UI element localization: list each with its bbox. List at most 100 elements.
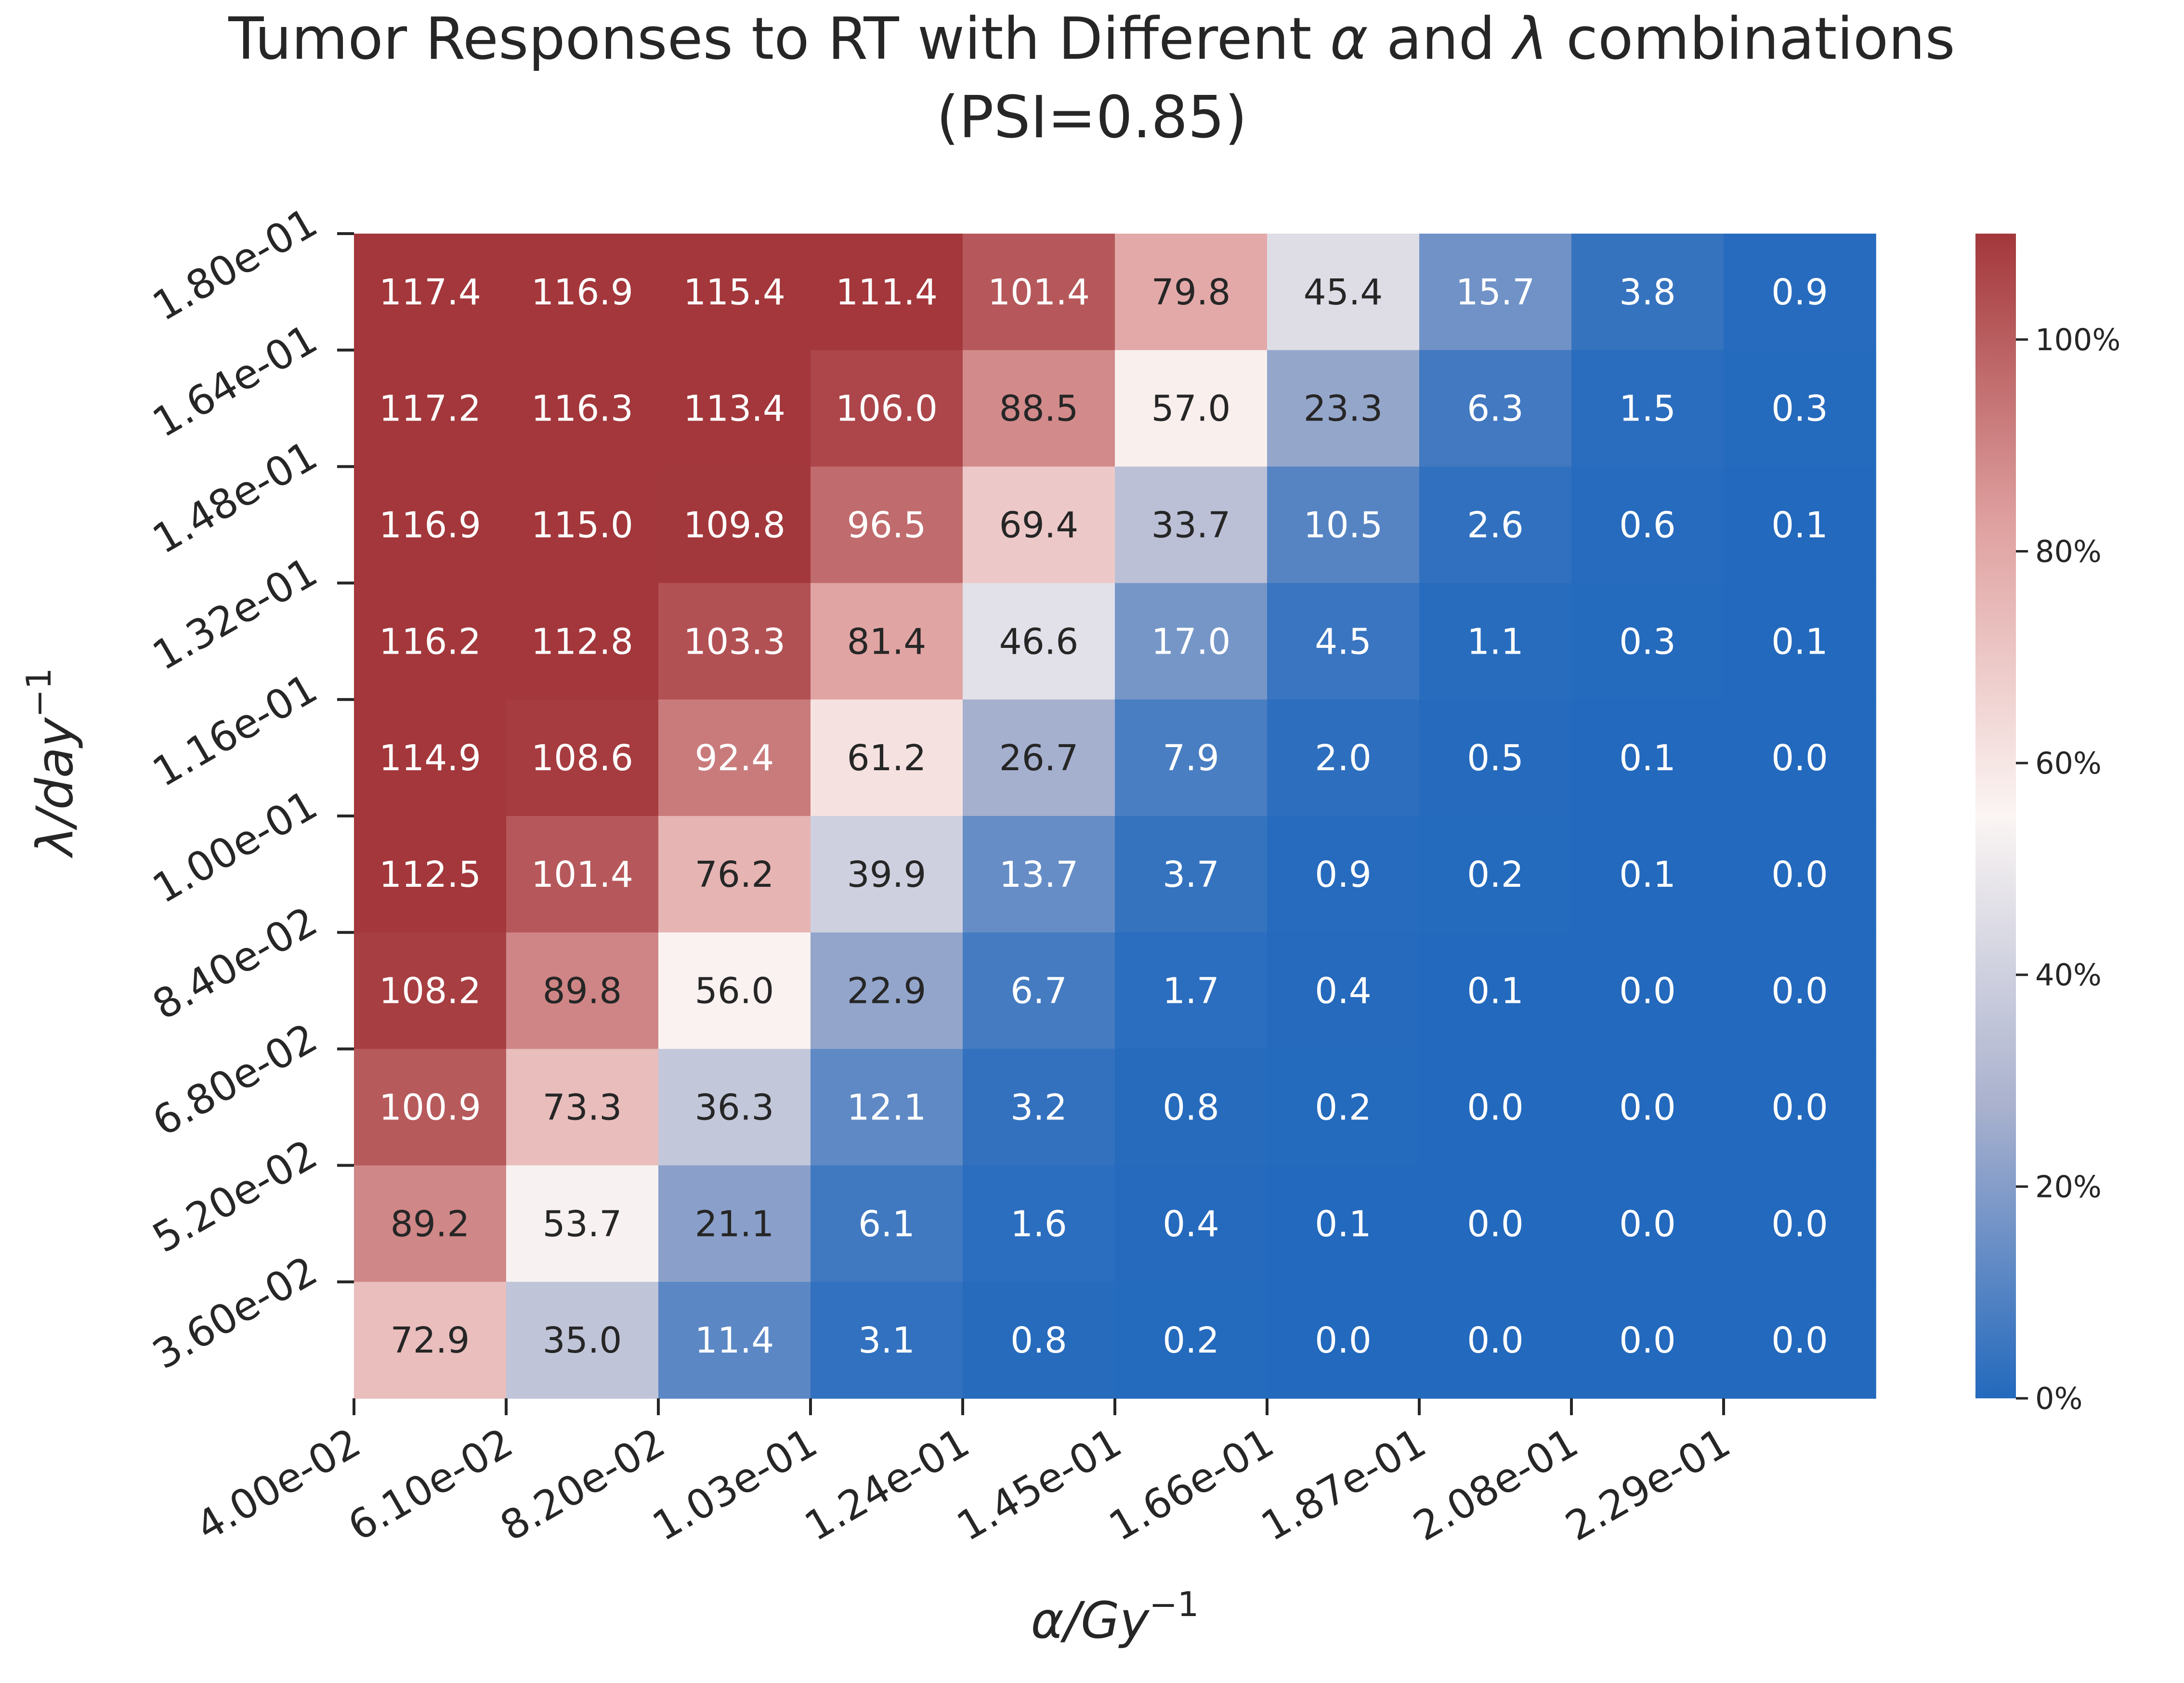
cell-value-label: 0.1 xyxy=(1771,621,1828,662)
heatmap-cell xyxy=(1724,932,1876,1050)
cell-value-label: 81.4 xyxy=(847,621,927,662)
heatmap-cell xyxy=(658,932,811,1050)
cell-value-label: 0.0 xyxy=(1467,1087,1524,1129)
heatmap-cell xyxy=(658,816,811,933)
heatmap-cell xyxy=(1267,932,1420,1050)
cell-value-label: 0.1 xyxy=(1467,971,1524,1012)
cell-value-label: 72.9 xyxy=(391,1320,470,1361)
heatmap-cell xyxy=(506,1282,659,1399)
heatmap-cell xyxy=(658,699,811,816)
heatmap-cell xyxy=(658,1165,811,1282)
cell-value-label: 103.3 xyxy=(683,621,785,662)
cell-value-label: 0.2 xyxy=(1163,1320,1219,1361)
cell-value-label: 6.1 xyxy=(858,1203,915,1245)
cell-value-label: 4.5 xyxy=(1315,621,1372,662)
heatmap-cell xyxy=(1724,1165,1876,1282)
heatmap-cell xyxy=(1267,1049,1420,1166)
heatmap-cell xyxy=(1571,699,1724,816)
heatmap-cell xyxy=(963,583,1115,700)
cell-value-label: 3.1 xyxy=(858,1320,915,1361)
heatmap-cell xyxy=(1115,234,1268,351)
cell-value-label: 2.0 xyxy=(1315,737,1372,779)
colorbar-tick-label: 80% xyxy=(2035,534,2102,569)
cell-value-label: 106.0 xyxy=(836,388,938,430)
cell-value-label: 116.3 xyxy=(531,388,633,430)
heatmap-cell xyxy=(1267,816,1420,933)
heatmap-cell xyxy=(354,699,507,816)
cell-value-label: 0.0 xyxy=(1619,1087,1676,1129)
cell-value-label: 0.0 xyxy=(1771,1320,1828,1361)
cell-value-label: 0.4 xyxy=(1315,971,1372,1012)
cell-value-label: 1.5 xyxy=(1619,388,1676,430)
cell-value-label: 0.3 xyxy=(1771,388,1828,430)
heatmap-cell xyxy=(811,466,963,584)
heatmap-cell xyxy=(963,932,1115,1050)
heatmap-cell xyxy=(658,466,811,584)
colorbar-tick-label: 100% xyxy=(2035,322,2120,357)
cell-value-label: 89.8 xyxy=(543,971,622,1012)
cell-value-label: 0.1 xyxy=(1619,854,1676,895)
cell-value-label: 1.6 xyxy=(1010,1203,1067,1245)
cell-value-label: 35.0 xyxy=(543,1320,622,1361)
cell-value-label: 0.2 xyxy=(1315,1087,1372,1129)
heatmap-cell xyxy=(506,1165,659,1282)
heatmap-cell xyxy=(963,1165,1115,1282)
heatmap-cell xyxy=(1724,234,1876,351)
cell-value-label: 113.4 xyxy=(683,388,785,430)
heatmap-cell xyxy=(1115,816,1268,933)
cell-value-label: 112.8 xyxy=(531,621,633,662)
cell-value-label: 0.4 xyxy=(1163,1203,1219,1245)
heatmap-cells xyxy=(354,234,1876,1399)
cell-annotations: 117.4 116.9 115.4 111.4 101.4 79.8 45.4 15.7 3.8… xyxy=(379,272,1828,1361)
heatmap-cell xyxy=(1571,1282,1724,1399)
cell-value-label: 53.7 xyxy=(543,1203,622,1245)
cell-value-label: 36.3 xyxy=(695,1087,774,1129)
heatmap-cell xyxy=(1419,1282,1572,1399)
cell-value-label: 39.9 xyxy=(847,854,927,895)
cell-value-label: 33.7 xyxy=(1151,505,1231,546)
heatmap-cell xyxy=(658,583,811,700)
cell-value-label: 0.0 xyxy=(1771,854,1828,895)
cell-value-label: 79.8 xyxy=(1151,272,1231,313)
heatmap-cell xyxy=(1724,583,1876,700)
heatmap-cell xyxy=(1571,583,1724,700)
cell-value-label: 0.8 xyxy=(1163,1087,1219,1129)
chart-title-line2: (PSI=0.85) xyxy=(936,84,1247,151)
heatmap-cell xyxy=(963,699,1115,816)
cell-value-label: 0.0 xyxy=(1771,971,1828,1012)
colorbar: 0% 20% 40% 60% 80% 100% xyxy=(1975,234,2120,1416)
colorbar-tick-label: 0% xyxy=(2035,1381,2082,1416)
heatmap-cell xyxy=(354,1049,507,1166)
heatmap-cell xyxy=(1419,350,1572,467)
heatmap-cell xyxy=(354,1165,507,1282)
cell-value-label: 0.0 xyxy=(1771,737,1828,779)
heatmap-cell xyxy=(963,1049,1115,1166)
cell-value-label: 109.8 xyxy=(683,505,785,546)
heatmap-cell xyxy=(354,932,507,1050)
heatmap-cell xyxy=(1115,699,1268,816)
cell-value-label: 116.9 xyxy=(531,272,633,313)
heatmap-cell xyxy=(963,1282,1115,1399)
cell-value-label: 0.0 xyxy=(1619,1320,1676,1361)
cell-value-label: 115.0 xyxy=(531,505,633,546)
cell-value-label: 112.5 xyxy=(379,854,481,895)
cell-value-label: 0.0 xyxy=(1619,1203,1676,1245)
cell-value-label: 108.6 xyxy=(531,737,633,779)
cell-value-label: 6.7 xyxy=(1010,971,1067,1012)
heatmap-cell xyxy=(506,466,659,584)
cell-value-label: 15.7 xyxy=(1456,272,1535,313)
cell-value-label: 0.5 xyxy=(1467,737,1524,779)
cell-value-label: 13.7 xyxy=(999,854,1079,895)
heatmap-cell xyxy=(1724,1282,1876,1399)
cell-value-label: 3.2 xyxy=(1010,1087,1067,1129)
heatmap-cell xyxy=(1724,816,1876,933)
cell-value-label: 0.1 xyxy=(1619,737,1676,779)
cell-value-label: 17.0 xyxy=(1151,621,1231,662)
heatmap-cell xyxy=(1419,816,1572,933)
cell-value-label: 22.9 xyxy=(847,971,927,1012)
heatmap-cell xyxy=(1419,466,1572,584)
cell-value-label: 3.7 xyxy=(1163,854,1219,895)
heatmap-cell xyxy=(1571,350,1724,467)
heatmap-cell xyxy=(1267,234,1420,351)
